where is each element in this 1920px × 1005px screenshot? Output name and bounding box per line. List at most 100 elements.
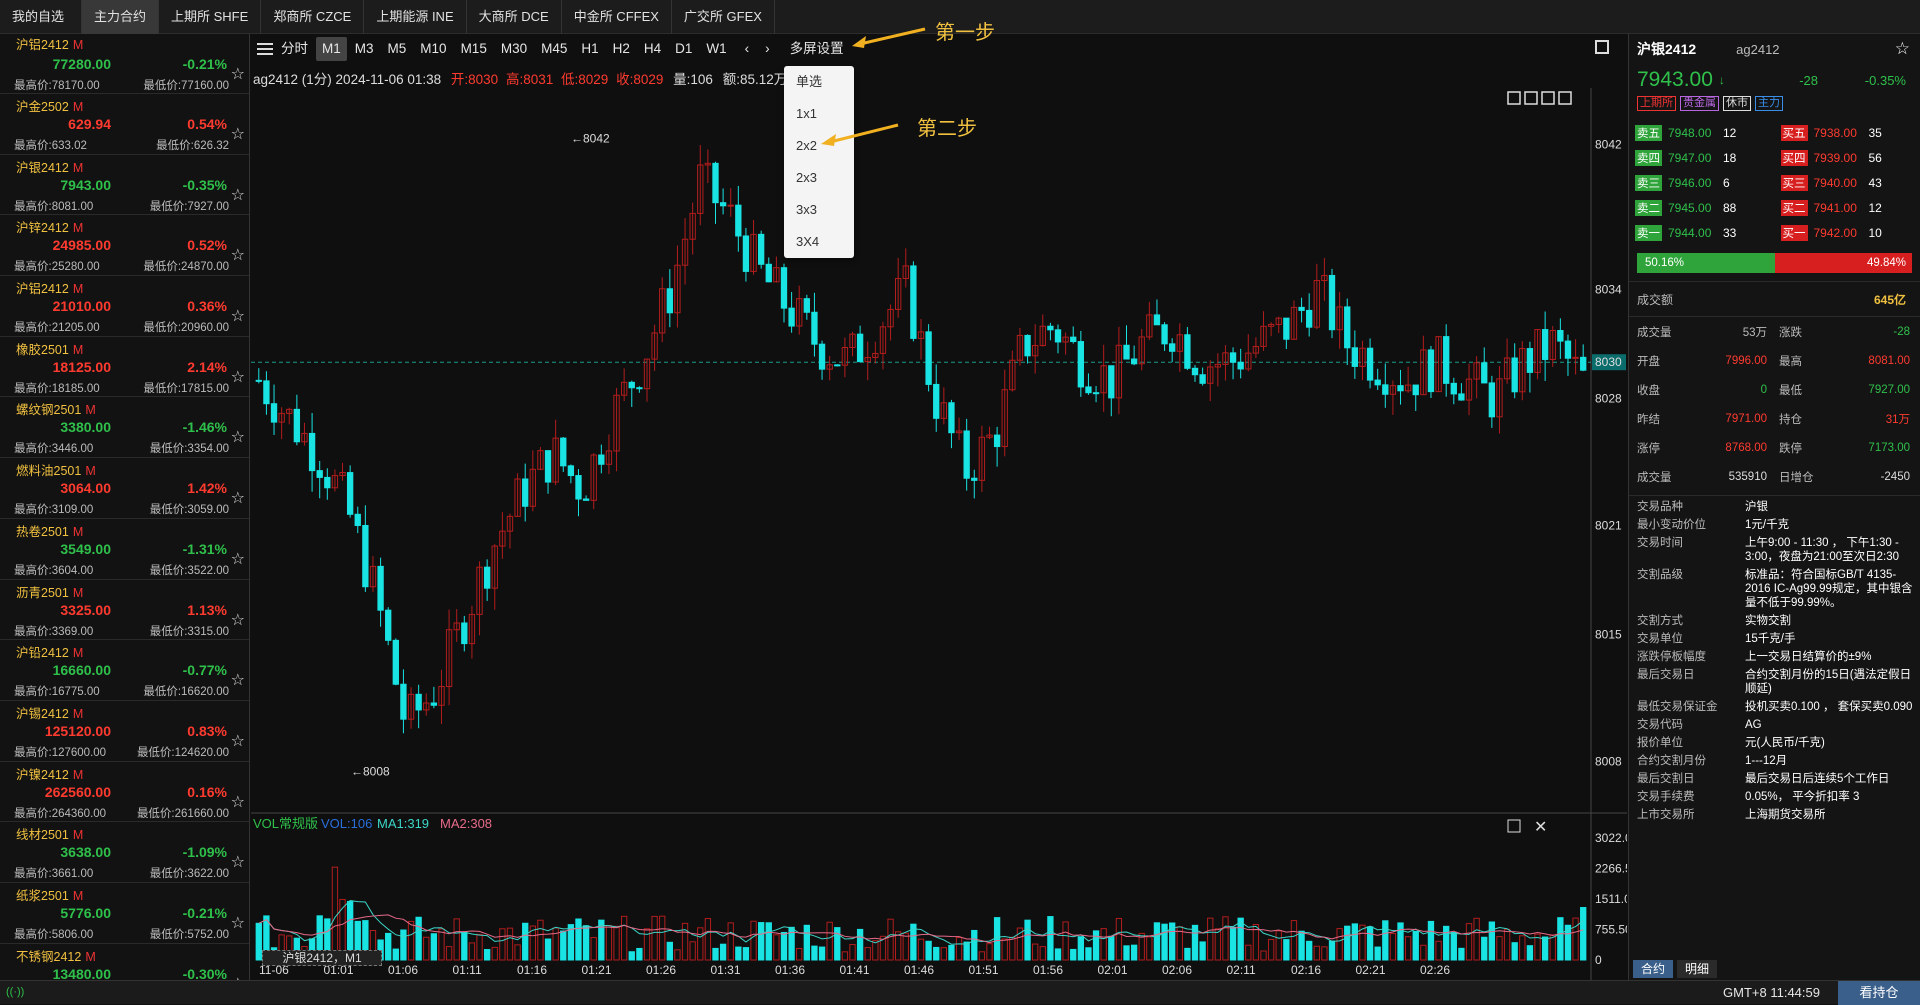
- star-icon[interactable]: ☆: [231, 306, 245, 326]
- star-icon[interactable]: ☆: [231, 549, 245, 569]
- period-M10[interactable]: M10: [414, 37, 452, 61]
- star-icon[interactable]: ☆: [231, 852, 245, 872]
- volume-bar: [393, 949, 398, 960]
- star-icon[interactable]: ☆: [231, 64, 245, 84]
- tab-7[interactable]: 广交所 GFEX: [672, 0, 775, 34]
- turnover-label: 成交额: [1637, 291, 1673, 308]
- star-icon[interactable]: ☆: [231, 913, 245, 933]
- period-H2[interactable]: H2: [607, 37, 636, 61]
- star-icon[interactable]: ☆: [231, 731, 245, 751]
- candle-info-bar: ag2412 (1分) 2024-11-06 01:38 开:8030 高:80…: [253, 68, 799, 86]
- favorite-star-icon[interactable]: ☆: [1895, 39, 1910, 59]
- chart-symbol-tag[interactable]: 沪银2412，M1: [262, 950, 382, 966]
- vol-ma1: MA1:319: [377, 816, 429, 831]
- star-icon[interactable]: ☆: [231, 427, 245, 447]
- tab-2[interactable]: 上期所 SHFE: [159, 0, 261, 34]
- watch-pct: 1.13%: [187, 602, 227, 618]
- next-icon[interactable]: ›: [759, 37, 776, 61]
- period-D1[interactable]: D1: [669, 37, 698, 61]
- period-H1[interactable]: H1: [575, 37, 604, 61]
- volume-bar: [1444, 926, 1449, 960]
- time-label: 01:16: [517, 963, 547, 977]
- watch-pct: 0.83%: [187, 723, 227, 739]
- tab-3[interactable]: 郑商所 CZCE: [261, 0, 364, 34]
- volume-bar: [720, 944, 725, 960]
- footer-tab-明细[interactable]: 明细: [1677, 960, 1717, 978]
- volume-bar: [1390, 934, 1395, 960]
- candle-body: [1230, 353, 1235, 362]
- dropdown-option[interactable]: 2x3: [784, 162, 854, 194]
- watch-high: 最高价:3661.00: [14, 865, 93, 881]
- stat-key2: 最高: [1779, 353, 1829, 369]
- footer-tab-合约[interactable]: 合约: [1633, 960, 1673, 978]
- volume-bar: [477, 934, 482, 960]
- tab-4[interactable]: 上期能源 INE: [364, 0, 466, 34]
- star-icon[interactable]: ☆: [231, 245, 245, 265]
- star-icon[interactable]: ☆: [231, 367, 245, 387]
- star-icon[interactable]: ☆: [231, 488, 245, 508]
- popout-icon[interactable]: [1595, 40, 1609, 54]
- dropdown-option[interactable]: 单选: [784, 66, 854, 98]
- candle-body: [812, 312, 817, 344]
- period-M45[interactable]: M45: [535, 37, 573, 61]
- candle-body: [1428, 350, 1433, 392]
- volume-bar: [667, 942, 672, 960]
- star-icon[interactable]: ☆: [231, 610, 245, 630]
- period-M1[interactable]: M1: [316, 37, 347, 61]
- multi-screen-button[interactable]: 多屏设置: [784, 37, 850, 61]
- tab-0[interactable]: 我的自选: [0, 0, 82, 34]
- dropdown-option[interactable]: 3x3: [784, 194, 854, 226]
- candle-body: [1185, 335, 1190, 369]
- period-M3[interactable]: M3: [349, 37, 380, 61]
- volume-bar: [1208, 918, 1213, 960]
- candle-body: [743, 236, 748, 271]
- star-icon[interactable]: ☆: [231, 792, 245, 812]
- period-M5[interactable]: M5: [382, 37, 413, 61]
- star-icon[interactable]: ☆: [231, 124, 245, 144]
- period-W1[interactable]: W1: [700, 37, 732, 61]
- volume-bar: [842, 952, 847, 960]
- view-positions-button[interactable]: 看持仓: [1838, 981, 1920, 1005]
- menu-icon[interactable]: [257, 43, 273, 55]
- tab-5[interactable]: 大商所 DCE: [467, 0, 562, 34]
- period-H4[interactable]: H4: [638, 37, 667, 61]
- star-icon[interactable]: ☆: [231, 185, 245, 205]
- period-分时[interactable]: 分时: [275, 37, 314, 61]
- stat-value: 53万: [1697, 324, 1767, 340]
- period-M15[interactable]: M15: [455, 37, 493, 61]
- tab-1[interactable]: 主力合约: [82, 0, 159, 34]
- star-icon[interactable]: ☆: [231, 670, 245, 690]
- dropdown-option[interactable]: 3X4: [784, 226, 854, 258]
- period-M30[interactable]: M30: [495, 37, 533, 61]
- tab-6[interactable]: 中金所 CFFEX: [562, 0, 672, 34]
- prev-icon[interactable]: ‹: [739, 37, 756, 61]
